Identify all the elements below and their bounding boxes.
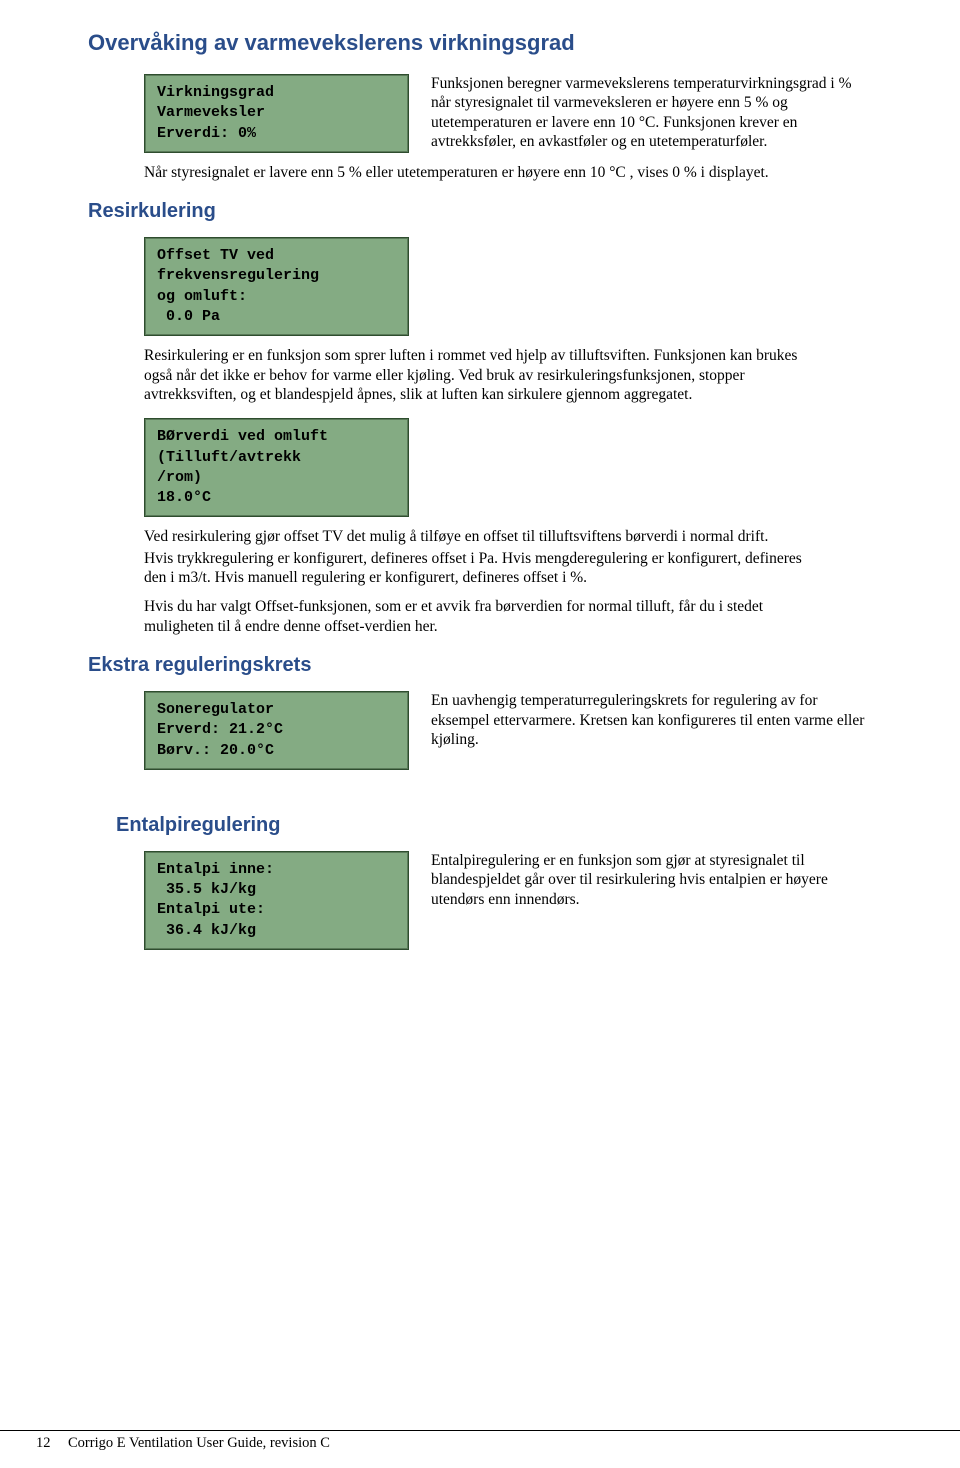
display-offset-tv: Offset TV ved frekvensregulering og omlu… [144, 237, 409, 336]
page-number: 12 [36, 1435, 68, 1452]
footer-doc-title: Corrigo E Ventilation User Guide, revisi… [68, 1435, 330, 1452]
row-virkningsgrad: Virkningsgrad Varmeveksler Erverdi: 0% F… [144, 74, 872, 153]
heading-overvaking: Overvåking av varmevekslerens virkningsg… [88, 30, 872, 56]
text-borverdi-p3: Hvis du har valgt Offset-funksjonen, som… [144, 597, 824, 636]
heading-entalpi: Entalpiregulering [116, 814, 872, 837]
text-resirkulering: Resirkulering er en funksjon som sprer l… [144, 346, 824, 404]
text-soneregulator-right: En uavhengig temperaturreguleringskrets … [431, 691, 872, 749]
text-borverdi-p2: Hvis trykkregulering er konfigurert, def… [144, 549, 824, 588]
row-entalpi: Entalpi inne: 35.5 kJ/kg Entalpi ute: 36… [144, 851, 872, 950]
display-entalpi: Entalpi inne: 35.5 kJ/kg Entalpi ute: 36… [144, 851, 409, 950]
display-virkningsgrad: Virkningsgrad Varmeveksler Erverdi: 0% [144, 74, 409, 153]
text-entalpi-right: Entalpiregulering er en funksjon som gjø… [431, 851, 872, 909]
text-borverdi-p1: Ved resirkulering gjør offset TV det mul… [144, 527, 824, 546]
row-soneregulator: Soneregulator Erverd: 21.2°C Børv.: 20.0… [144, 691, 872, 770]
display-soneregulator: Soneregulator Erverd: 21.2°C Børv.: 20.0… [144, 691, 409, 770]
text-virkningsgrad-below: Når styresignalet er lavere enn 5 % elle… [144, 163, 824, 182]
heading-ekstra: Ekstra reguleringskrets [88, 654, 872, 677]
heading-resirkulering: Resirkulering [88, 200, 872, 223]
text-virkningsgrad-right: Funksjonen beregner varmevekslerens temp… [431, 74, 872, 152]
display-borverdi-omluft: BØrverdi ved omluft (Tilluft/avtrekk /ro… [144, 418, 409, 517]
page-footer: 12 Corrigo E Ventilation User Guide, rev… [0, 1430, 960, 1452]
page: Overvåking av varmevekslerens virkningsg… [0, 0, 960, 1468]
